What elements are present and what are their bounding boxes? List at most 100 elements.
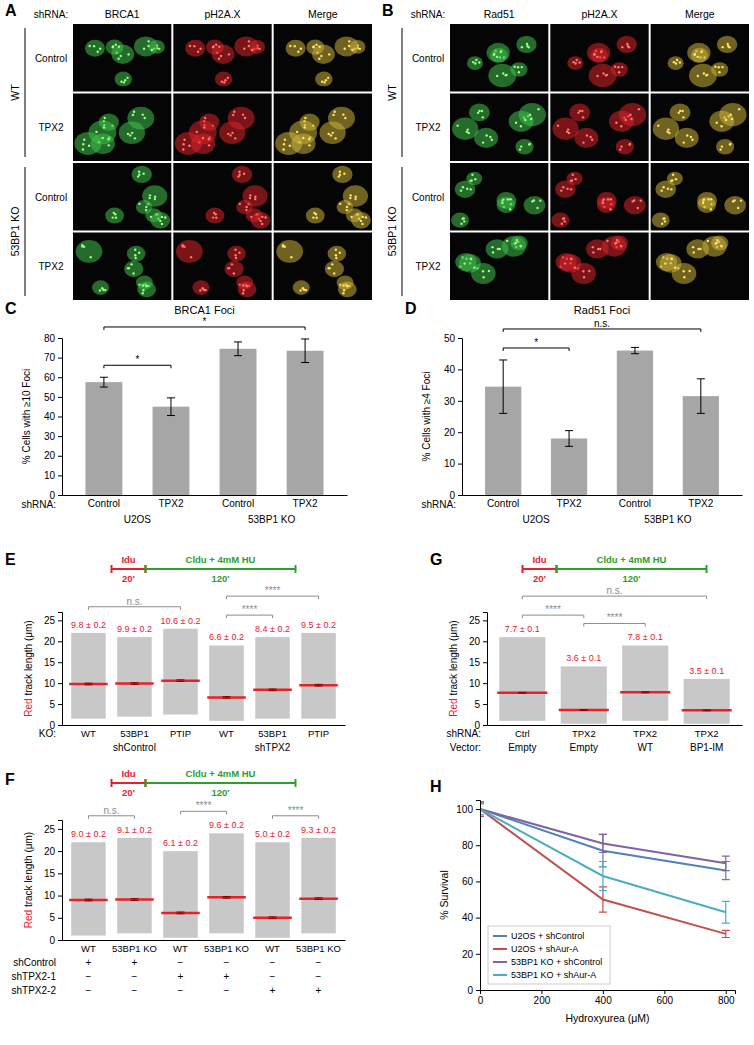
focus [614,66,616,68]
focus [258,48,260,50]
mean-line [69,899,108,902]
focus [327,133,329,135]
error-bar [100,377,108,387]
error-bar [580,709,588,711]
row-value: − [270,957,276,968]
tick-mark [603,990,604,994]
image-panel: BshRNA:Rad51pH2A.XMergeWTControlTPX253BP… [382,2,749,300]
tick-mark [58,873,62,874]
plot-area [69,629,338,721]
nucleus [185,40,205,57]
focus [204,117,206,119]
focus [137,175,139,177]
focus [243,48,245,50]
tick: 25 [44,615,62,626]
row-value: − [86,985,92,996]
focus [637,207,639,209]
data-label: 9.5 ± 0.2 [301,620,336,630]
tick-label: 60 [462,876,474,887]
tick-label: 0 [478,995,484,1006]
focus [470,258,472,260]
focus [618,71,620,73]
focus [703,198,705,200]
nucleus [490,48,508,63]
nucleus [232,166,252,183]
focus [303,126,305,128]
tick-mark [483,683,487,684]
nucleus [559,254,581,273]
y-axis-title-part: Red [23,910,34,928]
tick-label: 0 [467,985,473,996]
focus [248,45,250,47]
tick: TPX2 [158,498,183,509]
micrograph [550,24,648,92]
focus [220,55,222,57]
focus [716,122,718,124]
focus [519,245,521,247]
panel-letter: D [405,300,417,317]
nucleus [175,132,202,155]
focus [221,81,223,83]
axis-line [458,339,463,496]
data-label: 9.0 ± 0.2 [71,829,106,839]
significance-bracket [227,596,319,599]
error-bar [176,680,184,682]
nucleus [332,166,352,183]
row-label: shTPX2-2 [12,985,57,996]
tick-mark [476,881,480,882]
tick: 400 [595,990,612,1006]
focus [582,116,584,118]
panel-letter: C [5,300,17,317]
tick: 100 [456,804,480,815]
tick-label: 10 [44,678,56,689]
micrograph [651,233,749,301]
track-distribution [71,842,106,935]
focus [456,124,458,126]
significance-label: **** [607,612,623,623]
focus [321,81,323,83]
focus [721,46,723,48]
y-axis: 0510152025 [44,613,63,731]
significance-label: n.s. [594,318,610,329]
tick-label: WT [265,943,280,954]
focus [740,199,742,201]
nucleus [516,36,536,53]
focus [629,113,631,115]
pulse-segment [112,565,146,573]
nucleus [114,71,131,86]
significance-bracket [503,329,701,332]
focus [223,81,225,83]
focus [227,267,229,269]
focus [715,242,717,244]
panel-letter: E [5,551,16,568]
nucleus [551,213,569,228]
focus [202,137,204,139]
focus [344,117,346,119]
tick-label: PTIP [170,728,191,739]
x-prefix: shRNA: [22,499,56,510]
tick-label: 40 [462,912,474,923]
tick-mark [58,495,62,496]
focus [496,56,498,58]
error-bar [223,896,231,898]
track-distribution [499,637,545,721]
focus [315,217,317,219]
nucleus [670,104,691,122]
nucleus [488,64,516,88]
focus [536,207,538,209]
focus [615,122,617,124]
tick-label: 70 [44,352,56,363]
x-axis: WT53BP1PTIPWT53BP1PTIP [63,726,346,739]
row-value: + [132,957,138,968]
focus [120,81,122,83]
focus [259,220,261,222]
nucleus [335,36,359,56]
focus [516,239,518,241]
tick-label: 50 [444,333,456,344]
tick-mark [476,954,480,955]
focus [199,47,201,49]
focus [190,256,192,258]
pulse-time: 120' [211,787,229,798]
error-bar [518,692,526,694]
focus [348,40,350,42]
